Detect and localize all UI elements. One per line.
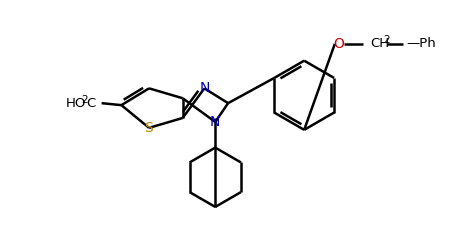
Text: S: S xyxy=(144,121,152,135)
Text: N: N xyxy=(199,81,210,95)
Text: N: N xyxy=(210,115,220,129)
Text: HO: HO xyxy=(66,97,87,110)
Text: 2: 2 xyxy=(81,95,88,105)
Text: —Ph: —Ph xyxy=(406,37,436,50)
Text: O: O xyxy=(333,37,344,51)
Text: 2: 2 xyxy=(383,35,390,45)
Text: C: C xyxy=(86,97,95,110)
Text: CH: CH xyxy=(370,37,389,50)
